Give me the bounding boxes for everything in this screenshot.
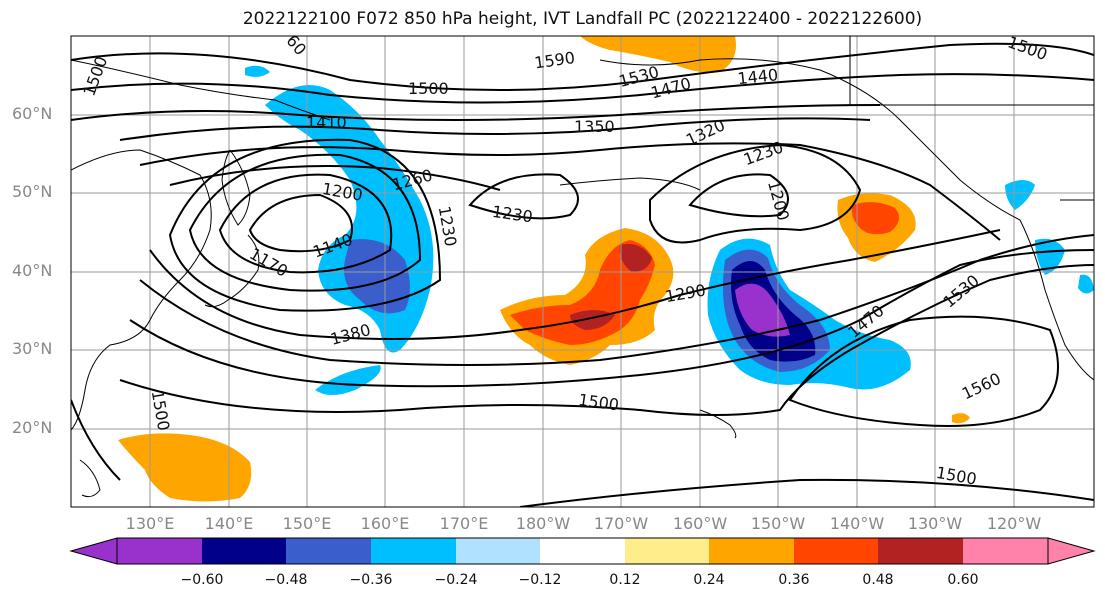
map-border — [70, 35, 1095, 508]
positive-anomaly-gulf-strong — [851, 202, 899, 235]
contour-1380 — [149, 229, 1001, 340]
colorbar-tick: 0.60 — [947, 572, 979, 588]
colorbar-outline — [116, 537, 1049, 565]
coast-philippines — [79, 459, 101, 498]
contour-1470-south — [129, 249, 1094, 388]
lon-label-170w: 170°W — [593, 514, 649, 533]
height-contours — [71, 42, 1094, 507]
contour-label: 1410 — [306, 113, 347, 132]
lon-label-150e: 150°E — [282, 514, 332, 533]
positive-anomaly-southwest — [118, 433, 252, 502]
positive-anomaly-central-core — [619, 243, 652, 272]
lon-label-130e: 130°E — [125, 514, 175, 533]
colorbar-tick: −0.36 — [349, 572, 393, 588]
colorbar-bin-1 — [117, 538, 202, 564]
lat-label-30n: 30°N — [12, 339, 53, 358]
lon-label-170e: 170°E — [439, 514, 489, 533]
negative-anomaly-kamchatka — [245, 65, 270, 77]
colorbar-bin-4 — [371, 538, 456, 564]
lat-label-50n: 50°N — [12, 182, 53, 201]
contour-1500-south — [119, 264, 1094, 416]
lon-label-180w: 180°W — [515, 514, 571, 533]
colorbar-tick: −0.12 — [518, 572, 562, 588]
contour-1230-east — [649, 143, 862, 244]
positive-anomaly-bering — [580, 36, 736, 73]
contour-1200 — [688, 173, 789, 218]
lon-label-140w: 140°W — [829, 514, 885, 533]
lon-label-150w: 150°W — [750, 514, 806, 533]
lat-label-20n: 20°N — [12, 418, 53, 437]
colorbar-bin-10 — [878, 538, 963, 564]
colorbar-tick: −0.24 — [434, 572, 478, 588]
contour-label: 1350 — [574, 117, 615, 136]
negative-anomaly-far-east — [1078, 274, 1094, 294]
positive-anomaly-small-south — [952, 413, 970, 424]
colorbar-bin-3 — [286, 538, 371, 564]
colorbar-right-extend — [1047, 537, 1096, 565]
lon-label-160e: 160°E — [360, 514, 410, 533]
contour-1350 — [119, 117, 871, 141]
colorbar-bin-8 — [709, 538, 794, 564]
lon-label-160w: 160°W — [672, 514, 728, 533]
contour-1560 — [788, 315, 1059, 427]
contour-low-3 — [188, 153, 422, 292]
contour-1530 — [71, 399, 121, 481]
negative-anomaly-west-core — [344, 239, 410, 314]
negative-anomaly-west-small — [315, 365, 381, 395]
contour-low-1 — [248, 193, 353, 253]
contour-low-4 — [168, 138, 442, 312]
colorbar — [69, 537, 1096, 565]
lon-label-120w: 120°W — [986, 514, 1042, 533]
colorbar-tick: 0.48 — [862, 572, 894, 588]
colorbar-bin-5 — [456, 538, 540, 564]
contour-1470-north — [71, 73, 1094, 104]
negative-anomaly-inland — [1035, 238, 1065, 275]
lat-label-60n: 60°N — [12, 104, 53, 123]
coast-namerica — [1019, 219, 1094, 381]
coast-siberia — [71, 59, 331, 121]
negative-anomaly-coast — [1005, 180, 1035, 210]
colorbar-bin-2 — [202, 538, 286, 564]
contour-1500-north — [71, 42, 1094, 91]
lat-label-40n: 40°N — [12, 261, 53, 280]
contour-1230-ring — [468, 173, 579, 220]
negative-anomaly-east-core — [735, 283, 790, 337]
colorbar-bin-6 — [540, 538, 625, 564]
colorbar-tick: 0.36 — [778, 572, 810, 588]
lon-label-140e: 140°E — [204, 514, 254, 533]
lon-label-130w: 130°W — [907, 514, 963, 533]
contour-1500-bottom — [519, 478, 1094, 507]
colorbar-bin-11 — [963, 538, 1048, 564]
contour-1290 — [139, 142, 1001, 241]
coast-alaska — [599, 58, 1021, 221]
contour-low-2 — [218, 173, 393, 274]
contour-1260 — [169, 165, 501, 191]
coast-aleutians — [559, 177, 701, 191]
colorbar-tick: 0.24 — [693, 572, 725, 588]
coast-hawaii — [699, 409, 737, 439]
colorbar-tick: 0.12 — [609, 572, 641, 588]
contour-label: 1500 — [408, 79, 449, 98]
coastlines — [71, 36, 1094, 498]
colorbar-bin-7 — [625, 538, 709, 564]
graticule — [71, 36, 1094, 507]
coast-asia — [71, 149, 212, 431]
map-title: 2022122100 F072 850 hPa height, IVT Land… — [242, 9, 923, 29]
colorbar-tick: −0.48 — [264, 572, 308, 588]
positive-anomaly-central-strong — [510, 240, 655, 345]
colorbar-bin-9 — [794, 538, 878, 564]
contour-label: 1440 — [737, 65, 779, 88]
coast-japan — [204, 234, 260, 308]
coast-kamchatka — [221, 149, 251, 226]
colorbar-left-extend — [69, 537, 118, 565]
contour-1410 — [71, 104, 881, 121]
colorbar-tick: −0.60 — [180, 572, 224, 588]
